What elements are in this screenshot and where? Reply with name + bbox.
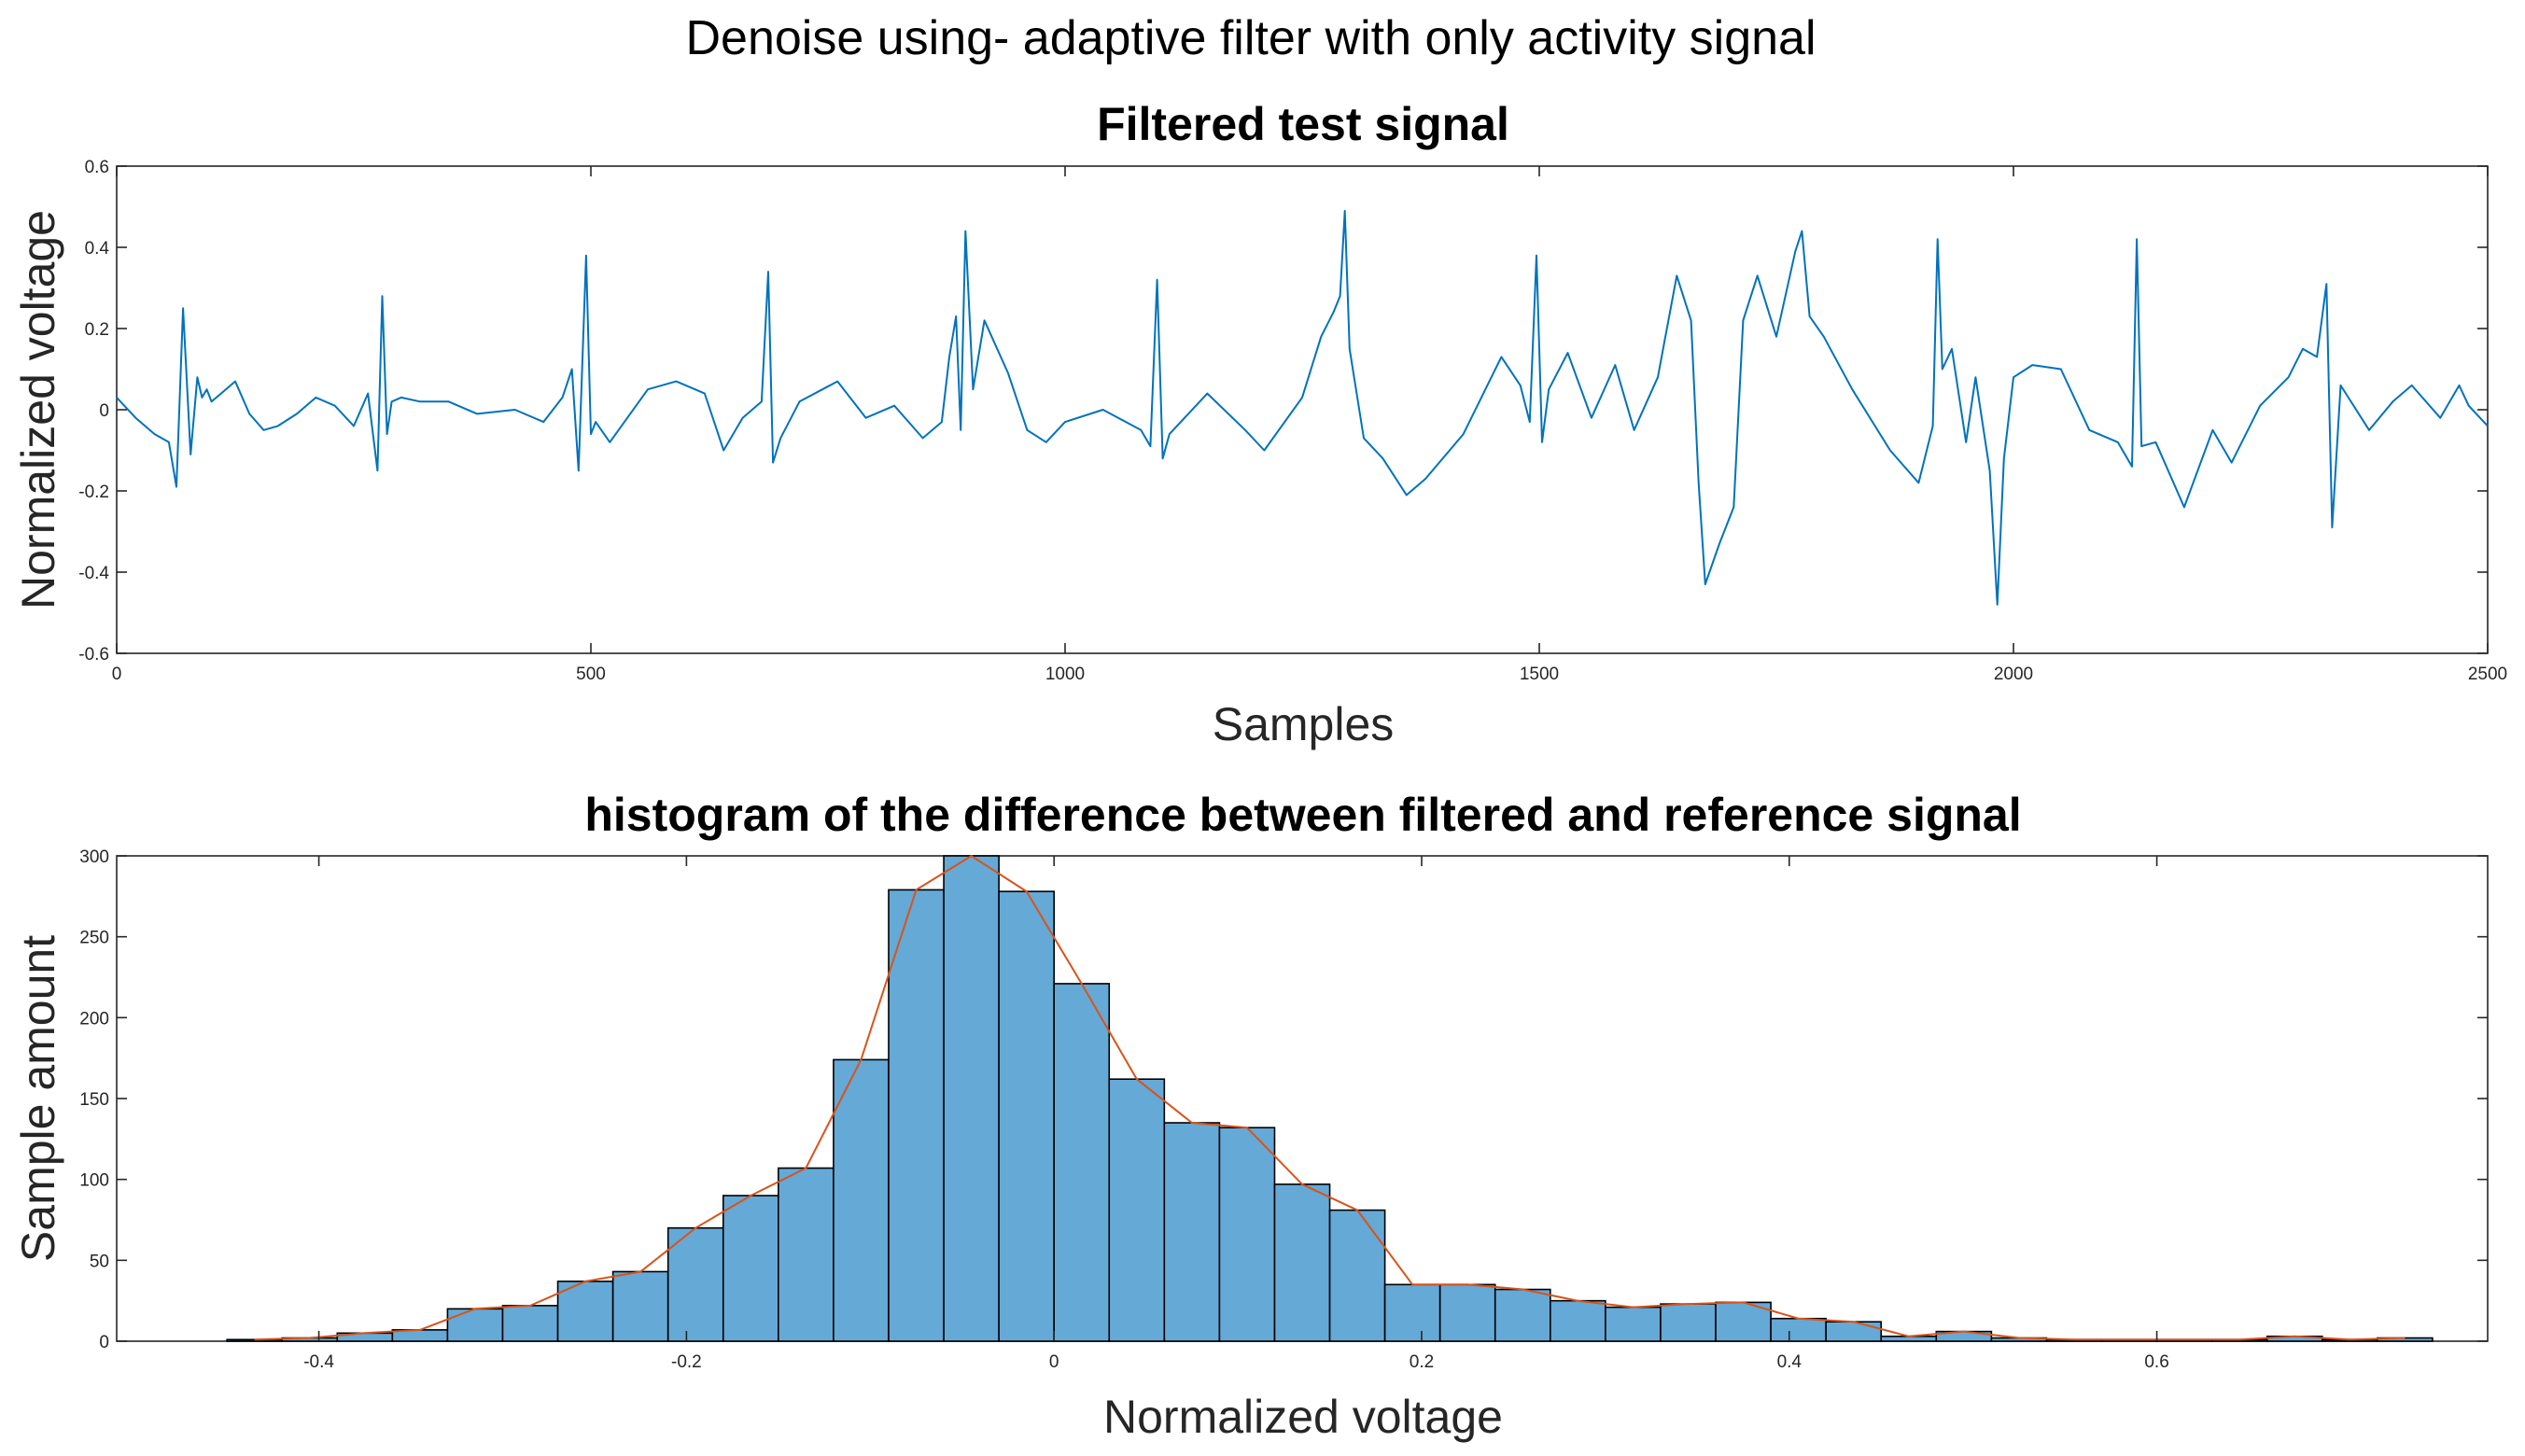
histogram-bar [1328, 1209, 1386, 1342]
histogram-plot-ytick-label: 100 [79, 1171, 109, 1191]
histogram-bar [833, 1058, 890, 1342]
signal-plot-axes-box [116, 165, 2489, 654]
signal-plot-xtick-label: 0 [112, 665, 122, 684]
histogram-plot-ytick-label: 200 [79, 1009, 109, 1029]
histogram-bar [1053, 983, 1111, 1342]
histogram-bar [1825, 1321, 1883, 1342]
signal-plot-ytick-label: 0 [99, 401, 109, 421]
histogram-plot-ticks: -0.4 -0.2 0 0.2 0.4 0.6 0 50 100 150 200 250 300 [79, 847, 2488, 1372]
signal-plot-ylabel: Normalized voltage [12, 210, 64, 609]
signal-plot-ytick-label: -0.4 [78, 564, 109, 583]
histogram-fit [254, 854, 2406, 1341]
histogram-bar [1108, 1078, 1166, 1342]
histogram-bar [888, 889, 945, 1342]
signal-plot-xtick-label: 1000 [1045, 665, 1085, 684]
histogram-bar [501, 1305, 559, 1342]
signal-plot-xtick-label: 2500 [2468, 665, 2507, 684]
histogram-bar [943, 855, 1000, 1342]
histogram-plot: histogram of the difference between filt… [12, 789, 2489, 1443]
histogram-bar [778, 1167, 835, 1342]
signal-plot-xtick-label: 2000 [1994, 665, 2033, 684]
histogram-bar [1494, 1288, 1551, 1342]
signal-plot-xtick-label: 1500 [1520, 665, 1559, 684]
histogram-bars [226, 855, 2434, 1342]
histogram-fit-line [254, 854, 2406, 1341]
signal-plot-xlabel: Samples [1213, 698, 1395, 750]
histogram-bar [998, 890, 1055, 1342]
histogram-bar [446, 1308, 504, 1342]
histogram-plot-xtick-label: 0 [1049, 1352, 1059, 1372]
histogram-plot-xtick-label: -0.2 [671, 1352, 702, 1372]
signal-plot-ticks: 0 500 1000 1500 2000 2500 -0.6 -0.4 -0.2 0 0.2 0.4 0… [78, 158, 2507, 684]
histogram-plot-ytick-label: 150 [79, 1090, 109, 1110]
signal-plot-ytick-label: 0.2 [85, 320, 109, 340]
histogram-bar [1383, 1283, 1441, 1342]
histogram-bar [666, 1226, 724, 1342]
histogram-plot-ytick-label: 0 [99, 1333, 109, 1352]
signal-plot-title: Filtered test signal [1097, 98, 1509, 150]
figure-suptitle: Denoise using- adaptive filter with only… [685, 11, 1816, 65]
signal-plot-xtick-label: 500 [576, 665, 606, 684]
histogram-bar [1438, 1283, 1496, 1342]
histogram-plot-xtick-label: 0.2 [1410, 1352, 1434, 1372]
histogram-plot-ylabel: Sample amount [12, 935, 64, 1262]
histogram-bar [1770, 1317, 1827, 1342]
histogram-plot-xtick-label: 0.4 [1777, 1352, 1803, 1372]
histogram-bar [1605, 1306, 1662, 1342]
signal-plot-ytick-label: 0.6 [85, 158, 109, 177]
signal-plot-ytick-label: 0.4 [85, 239, 110, 259]
histogram-plot-title: histogram of the difference between filt… [584, 789, 2021, 841]
histogram-plot-ytick-label: 250 [79, 929, 109, 948]
signal-plot: Filtered test signal 0 500 1000 1500 2000 250… [12, 98, 2507, 750]
histogram-bar [1218, 1127, 1276, 1342]
histogram-plot-xlabel: Normalized voltage [1103, 1391, 1503, 1443]
histogram-plot-xtick-label: 0.6 [2144, 1352, 2168, 1372]
histogram-bar [722, 1195, 779, 1342]
histogram-bar [611, 1270, 669, 1342]
signal-plot-ytick-label: -0.6 [78, 645, 109, 665]
histogram-bar [1550, 1299, 1606, 1342]
histogram-bar [1163, 1122, 1221, 1342]
signal-plot-ytick-label: -0.2 [78, 483, 109, 502]
histogram-bar [1660, 1303, 1717, 1342]
histogram-plot-ytick-label: 50 [90, 1252, 109, 1271]
histogram-plot-xtick-label: -0.4 [303, 1352, 334, 1372]
histogram-bar [1273, 1183, 1331, 1342]
signal-plot-series [116, 209, 2489, 606]
histogram-bar [556, 1281, 614, 1342]
histogram-plot-ytick-label: 300 [79, 847, 109, 867]
signal-series-line [116, 209, 2489, 606]
